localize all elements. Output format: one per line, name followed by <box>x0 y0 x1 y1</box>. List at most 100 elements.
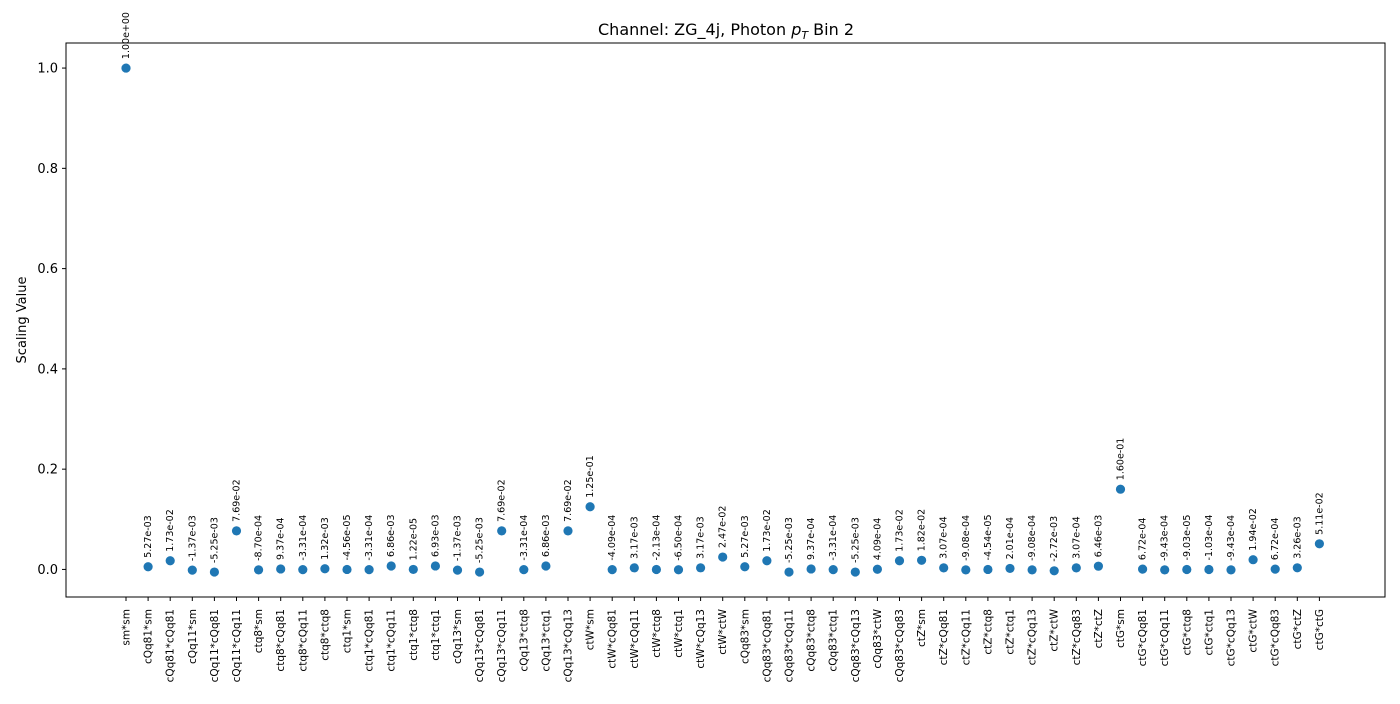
data-label: 7.69e-02 <box>232 479 243 522</box>
x-tick-label: ctG*sm <box>1115 609 1127 648</box>
y-tick-label: 0.8 <box>37 162 58 177</box>
data-label: 7.69e-02 <box>563 479 574 522</box>
x-tick-label: cQq81*sm <box>143 609 155 664</box>
data-label: 6.46e-03 <box>1093 515 1104 558</box>
data-label: 5.27e-03 <box>740 515 751 558</box>
x-tick-label: ctW*sm <box>585 609 597 650</box>
chart-title: Channel: ZG_4j, Photon pT Bin 2 <box>598 20 854 42</box>
data-point <box>430 561 440 571</box>
data-label: -3.31e-04 <box>364 515 375 561</box>
data-label: 6.72e-04 <box>1138 518 1149 561</box>
data-point <box>1204 564 1214 575</box>
x-tick-label: ctq8*ctq8 <box>319 609 331 661</box>
data-label: -3.31e-04 <box>828 515 839 561</box>
x-tick-label: ctq8*sm <box>253 609 265 653</box>
data-label: 1.73e-02 <box>762 509 773 552</box>
x-tick-label: cQq83*cQq11 <box>784 609 796 682</box>
data-point <box>143 562 153 572</box>
data-point <box>320 564 330 574</box>
data-label: -3.31e-04 <box>298 515 309 561</box>
data-point <box>1115 484 1126 494</box>
data-label: -9.03e-05 <box>1182 515 1193 561</box>
data-point <box>983 564 993 575</box>
data-point <box>939 563 949 573</box>
x-tick-label: ctZ*sm <box>916 609 928 647</box>
plot-area: 0.0 0.2 0.4 0.6 0.8 1.0 sm*sm 1.00e+00 cQq81*sm 5… <box>37 12 1386 682</box>
data-label: 1.32e-03 <box>320 517 331 560</box>
x-tick-label: ctG*ctZ <box>1292 609 1304 649</box>
x-tick-label: ctZ*cQq11 <box>960 609 972 665</box>
data-point <box>1160 565 1170 575</box>
y-tick-label: 0.0 <box>37 563 58 578</box>
y-tick-label: 0.4 <box>37 362 58 377</box>
x-tick-label: cQq83*sm <box>739 609 751 664</box>
x-tick-label: ctZ*ctW <box>1049 608 1061 651</box>
data-point <box>740 562 750 572</box>
x-tick-label: cQq13*cQq11 <box>496 609 508 682</box>
x-tick-label: ctq1*ctq1 <box>430 609 442 661</box>
x-tick-label: ctW*ctW <box>717 608 729 654</box>
data-point <box>872 564 883 574</box>
data-label: 1.94e-02 <box>1248 508 1259 551</box>
data-point <box>408 564 418 575</box>
data-label: -9.43e-04 <box>1226 515 1237 561</box>
x-tick-label: ctZ*cQq13 <box>1027 609 1039 665</box>
data-point <box>607 565 617 575</box>
data-label: -9.43e-04 <box>1160 515 1171 561</box>
data-label: -4.54e-05 <box>983 514 994 560</box>
data-point <box>231 526 242 536</box>
data-point <box>298 564 308 575</box>
y-tick-label: 0.6 <box>37 262 58 277</box>
data-point <box>629 563 639 573</box>
x-tick-label: cQq13*sm <box>452 609 464 664</box>
data-point <box>961 565 971 575</box>
data-point <box>718 552 728 562</box>
data-point <box>1226 565 1236 575</box>
data-label: 7.69e-02 <box>497 479 508 522</box>
data-label: 6.86e-03 <box>386 514 397 557</box>
x-tick-label: cQq13*ctq8 <box>518 609 530 672</box>
data-label: 1.73e-02 <box>895 509 906 552</box>
x-tick-label: ctG*cQq13 <box>1226 609 1238 666</box>
data-point <box>254 565 264 575</box>
x-tick-label: ctG*ctG <box>1314 609 1326 650</box>
x-tick-label: cQq11*cQq81 <box>209 609 221 682</box>
data-label: 3.17e-03 <box>696 516 707 559</box>
data-point <box>452 565 463 575</box>
data-label: 3.26e-03 <box>1292 516 1303 559</box>
y-tick-label: 1.0 <box>37 62 58 77</box>
x-tick-label: ctZ*ctq1 <box>1005 609 1017 655</box>
data-point <box>209 567 219 577</box>
x-tick-label: ctq1*sm <box>342 609 354 653</box>
x-tick-label: ctZ*cQq81 <box>938 609 950 665</box>
y-axis-label: Scaling Value <box>15 277 30 364</box>
data-point <box>187 565 197 575</box>
data-label: -2.13e-04 <box>651 515 662 561</box>
data-point <box>1138 564 1148 574</box>
data-point <box>1182 564 1192 575</box>
data-point <box>364 564 374 575</box>
x-tick-label: ctq8*cQq11 <box>297 609 309 672</box>
x-tick-label: ctG*ctW <box>1248 608 1260 652</box>
data-point <box>696 563 706 573</box>
data-label: 1.73e-02 <box>165 509 176 552</box>
x-tick-label: ctW*ctq1 <box>673 609 685 658</box>
data-label: -5.25e-03 <box>209 517 220 563</box>
data-label: -3.31e-04 <box>519 515 530 561</box>
x-tick-label: ctW*ctq8 <box>651 609 663 658</box>
plot-frame <box>65 42 1386 598</box>
data-point <box>585 502 595 512</box>
data-point <box>519 564 529 575</box>
data-point <box>541 561 551 571</box>
data-label: 5.27e-03 <box>143 515 154 558</box>
x-tick-label: ctZ*cQq83 <box>1071 609 1083 665</box>
x-tick-label: cQq13*ctq1 <box>540 609 552 672</box>
data-label: -5.25e-03 <box>784 517 795 563</box>
data-label: -2.72e-03 <box>1049 516 1060 562</box>
data-point <box>497 526 507 536</box>
data-point <box>1270 564 1280 574</box>
data-point <box>894 556 905 566</box>
data-point <box>342 564 352 575</box>
data-point <box>386 561 396 571</box>
data-label: 1.00e+00 <box>121 12 132 59</box>
